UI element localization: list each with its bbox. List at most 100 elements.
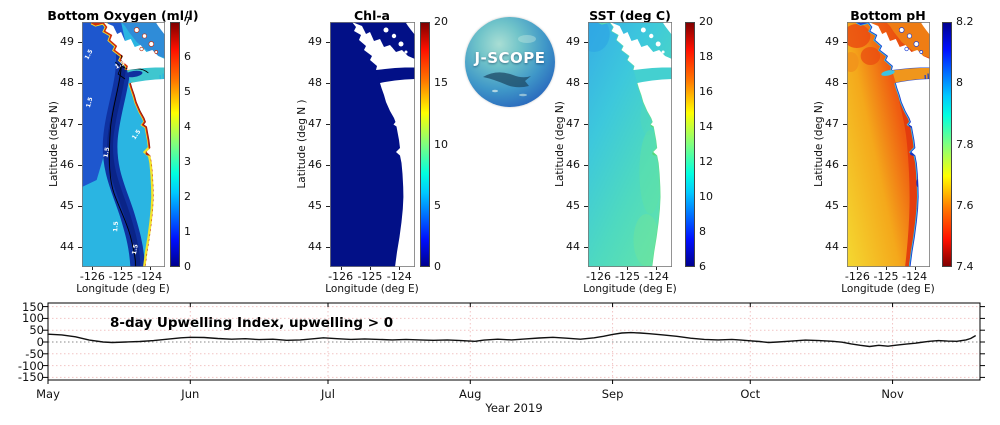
colorbar-tick-label: 8.2 (956, 15, 974, 28)
lat-tick-label: 47 (825, 117, 839, 131)
lon-tick-label: -125 (614, 270, 640, 283)
lat-tick-mark (584, 164, 588, 166)
colorbar-tick-label: 5 (184, 85, 191, 98)
lat-tick-mark (78, 124, 82, 126)
timeseries-month-label: Nov (881, 387, 904, 401)
panel-title-oxygen: Bottom Oxygen (ml/l) (47, 8, 199, 23)
lon-tick-label: -126 (844, 270, 870, 283)
lon-tick-mark (656, 267, 658, 270)
lat-tick-mark (843, 124, 847, 126)
timeseries-month-label: Jun (181, 387, 200, 401)
lat-tick-mark (326, 246, 330, 248)
lon-tick-label: -126 (328, 270, 354, 283)
map-bottom-ph (843, 20, 931, 271)
lat-tick-mark (326, 205, 330, 207)
lon-tick-mark (149, 267, 151, 270)
jscope-logo: J-SCOPE (465, 17, 555, 107)
lat-tick-label: 49 (60, 35, 74, 49)
colorbar-chl (420, 22, 430, 267)
timeseries-ytick-label: 0 (36, 335, 44, 349)
svg-text:1.5: 1.5 (113, 221, 120, 232)
map-sst (578, 16, 672, 271)
lat-tick-label: 47 (308, 117, 322, 131)
lon-tick-label: -124 (643, 270, 669, 283)
timeseries-ytick-label: 50 (29, 323, 44, 338)
lon-tick-label: -124 (137, 270, 163, 283)
lat-tick-label: 47 (60, 117, 74, 131)
lat-tick-label: 48 (308, 76, 322, 90)
lon-tick-mark (340, 267, 342, 270)
timeseries-ytick-label: 150 (22, 299, 44, 314)
lon-tick-mark (914, 267, 916, 270)
xlabel-oxygen: Longitude (deg E) (76, 283, 170, 295)
lat-tick-mark (584, 205, 588, 207)
xlabel-chl: Longitude (deg E) (325, 283, 419, 295)
lat-tick-label: 45 (825, 198, 839, 212)
lat-tick-mark (584, 246, 588, 248)
lat-tick-label: 49 (308, 35, 322, 49)
lat-tick-label: 44 (60, 239, 74, 253)
lat-tick-mark (843, 42, 847, 44)
colorbar-tick-label: 12 (699, 155, 713, 168)
timeseries-ytick-label: -100 (17, 358, 44, 373)
colorbar-tick-label: 14 (699, 120, 713, 133)
timeseries-month-label: May (36, 387, 60, 401)
lat-tick-label: 48 (60, 76, 74, 90)
lon-tick-label: -126 (586, 270, 611, 283)
lat-tick-label: 46 (60, 157, 74, 171)
lon-tick-label: -124 (902, 270, 928, 283)
colorbar-oxygen (170, 22, 180, 267)
ylabel-oxygen: Latitude (deg N) (48, 101, 60, 187)
ylabel-ph: Latitude (deg N) (813, 101, 825, 187)
lon-tick-label: -125 (357, 270, 383, 283)
svg-text:1.5: 1.5 (86, 97, 94, 109)
colorbar-tick-label: 4 (184, 120, 191, 133)
lat-tick-label: 49 (566, 35, 580, 49)
lat-tick-mark (843, 83, 847, 85)
lat-tick-mark (843, 205, 847, 207)
lat-tick-label: 44 (308, 239, 322, 253)
colorbar-tick-label: 8 (699, 225, 706, 238)
lat-tick-mark (78, 83, 82, 85)
panel-title-chl: Chl-a (354, 8, 390, 23)
fish-icon (483, 72, 531, 88)
colorbar-tick-label: 7.6 (956, 198, 974, 212)
lat-tick-mark (326, 164, 330, 166)
lon-tick-mark (369, 267, 371, 270)
lat-tick-label: 48 (825, 76, 839, 90)
colorbar-tick-label: 2 (184, 190, 191, 203)
lat-tick-label: 49 (825, 35, 839, 49)
lat-tick-mark (78, 164, 82, 166)
svg-text:1.5: 1.5 (132, 244, 140, 256)
lat-tick-label: 48 (566, 76, 580, 90)
lat-tick-mark (326, 124, 330, 126)
lat-tick-label: 46 (308, 157, 322, 171)
colorbar-tick-label: 10 (699, 190, 713, 203)
lat-tick-mark (584, 42, 588, 44)
lon-tick-label: -125 (108, 270, 134, 283)
timeseries-annotation: 8-day Upwelling Index, upwelling > 0 (110, 315, 394, 331)
xlabel-ph: Longitude (deg E) (841, 283, 935, 295)
colorbar-tick-label: 20 (699, 15, 713, 28)
lon-tick-label: -125 (873, 270, 899, 283)
lon-tick-label: -124 (386, 270, 412, 283)
lon-tick-mark (857, 267, 859, 270)
colorbar-tick-label: 6 (184, 50, 191, 63)
colorbar-sst (685, 22, 695, 267)
lat-tick-label: 45 (308, 198, 322, 212)
lon-tick-mark (92, 267, 94, 270)
lon-tick-mark (399, 267, 401, 270)
map-bottom-oxygen: 1.5 1.5 1.5 1.5 1.5 1.5 1.5 (82, 19, 165, 271)
timeseries-month-label: Sep (601, 387, 624, 401)
map-chl-a (330, 22, 415, 271)
xlabel-sst: Longitude (deg E) (583, 283, 677, 295)
timeseries-month-label: Aug (459, 387, 482, 401)
svg-text:1.5: 1.5 (131, 129, 142, 141)
colorbar-tick-label: 18 (699, 50, 713, 63)
lat-tick-label: 45 (566, 198, 580, 212)
upwelling-timeseries-plot (0, 298, 1000, 425)
lat-tick-mark (326, 83, 330, 85)
logo-art (483, 35, 536, 97)
colorbar-tick-label: 0 (434, 260, 441, 273)
